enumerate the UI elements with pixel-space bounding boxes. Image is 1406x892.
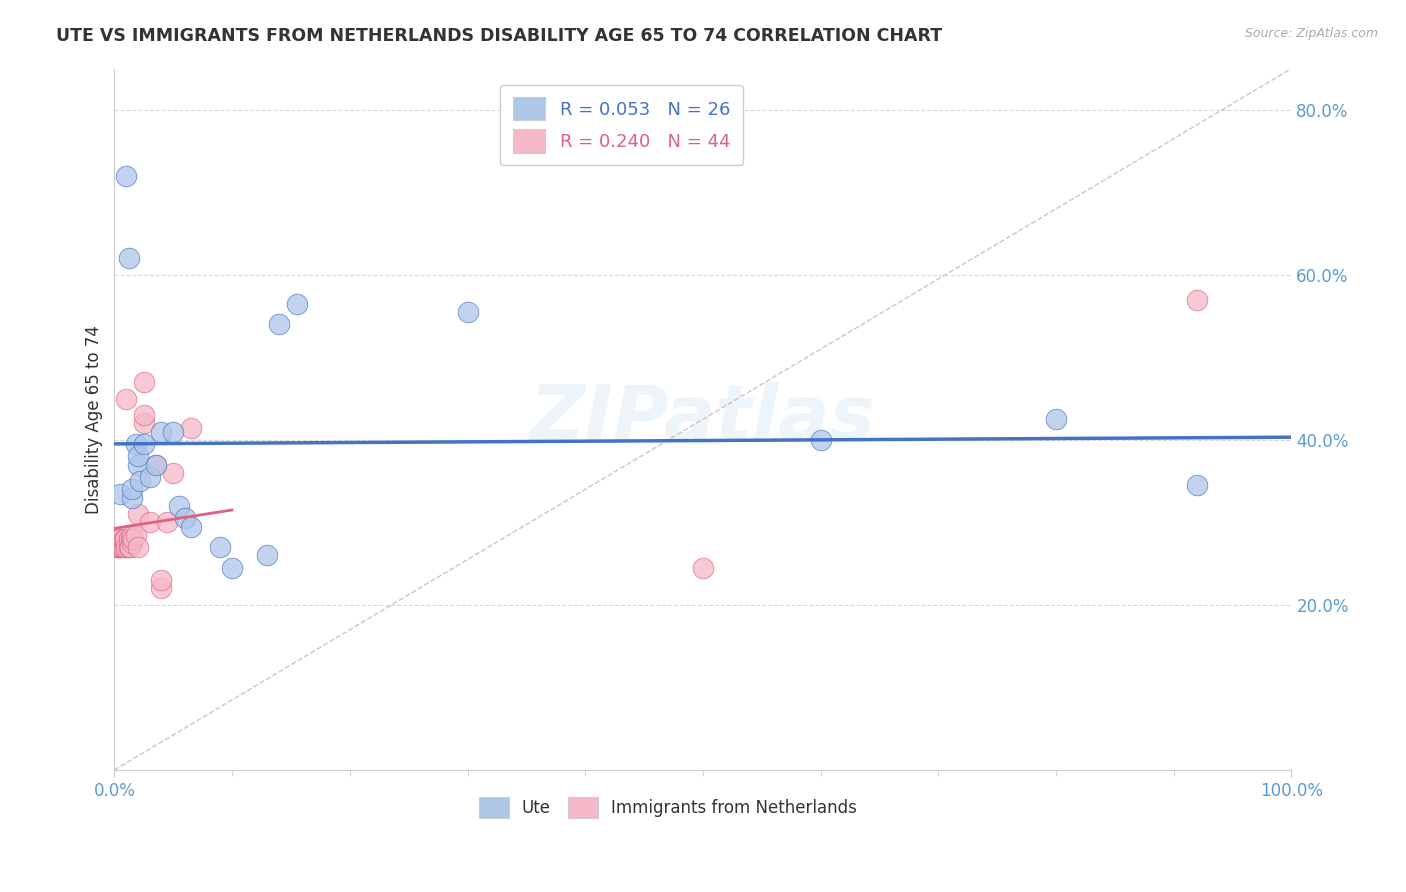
Point (108, 536, 131, 550)
Point (117, 532, 139, 546)
Point (138, 516, 160, 530)
Point (114, 532, 136, 546)
Point (115, 540, 138, 554)
Point (121, 483, 143, 497)
Point (110, 540, 132, 554)
Point (121, 528, 143, 542)
Point (108, 540, 131, 554)
Point (132, 375, 155, 389)
Point (132, 417, 155, 431)
Point (121, 491, 143, 505)
Point (221, 561, 243, 575)
Point (209, 540, 232, 554)
Point (156, 516, 179, 530)
Text: Source: ZipAtlas.com: Source: ZipAtlas.com (1244, 27, 1378, 40)
Y-axis label: Disability Age 65 to 74: Disability Age 65 to 74 (86, 325, 103, 514)
Point (124, 437, 146, 451)
Point (107, 536, 129, 550)
Point (120, 532, 142, 546)
Point (132, 437, 155, 451)
Legend: Ute, Immigrants from Netherlands: Ute, Immigrants from Netherlands (472, 790, 863, 825)
Point (127, 540, 149, 554)
Point (110, 486, 132, 500)
Point (145, 458, 167, 472)
Point (138, 470, 160, 484)
Point (1187, 293, 1209, 307)
Point (124, 528, 146, 542)
Point (150, 425, 173, 439)
Point (107, 532, 129, 546)
Point (121, 536, 143, 550)
Point (174, 511, 197, 525)
Point (145, 458, 167, 472)
Point (118, 540, 141, 554)
Point (111, 536, 134, 550)
Point (107, 540, 129, 554)
Point (457, 305, 479, 319)
Point (110, 536, 132, 550)
Point (127, 458, 149, 472)
Point (129, 474, 152, 488)
Point (269, 318, 291, 332)
Point (150, 573, 173, 587)
Text: UTE VS IMMIGRANTS FROM NETHERLANDS DISABILITY AGE 65 TO 74 CORRELATION CHART: UTE VS IMMIGRANTS FROM NETHERLANDS DISAB… (56, 27, 942, 45)
Point (127, 507, 149, 521)
Point (150, 582, 173, 596)
Point (105, 536, 128, 550)
Point (117, 540, 139, 554)
Text: ZIPatlas: ZIPatlas (530, 383, 876, 457)
Point (167, 499, 190, 513)
Point (162, 466, 184, 480)
Point (111, 540, 134, 554)
Point (105, 540, 128, 554)
Point (1045, 412, 1067, 426)
Point (104, 536, 127, 550)
Point (110, 532, 132, 546)
Point (122, 532, 145, 546)
Point (180, 420, 202, 434)
Point (1187, 478, 1209, 492)
Point (180, 519, 202, 533)
Point (127, 450, 149, 464)
Point (285, 296, 308, 310)
Point (110, 536, 132, 550)
Point (810, 433, 832, 447)
Point (115, 169, 138, 183)
Point (256, 549, 278, 563)
Point (162, 425, 184, 439)
Point (117, 252, 139, 266)
Point (692, 561, 714, 575)
Point (112, 540, 135, 554)
Point (108, 532, 131, 546)
Point (132, 408, 155, 422)
Point (115, 392, 138, 406)
Point (112, 532, 135, 546)
Point (110, 540, 132, 554)
Point (114, 536, 136, 550)
